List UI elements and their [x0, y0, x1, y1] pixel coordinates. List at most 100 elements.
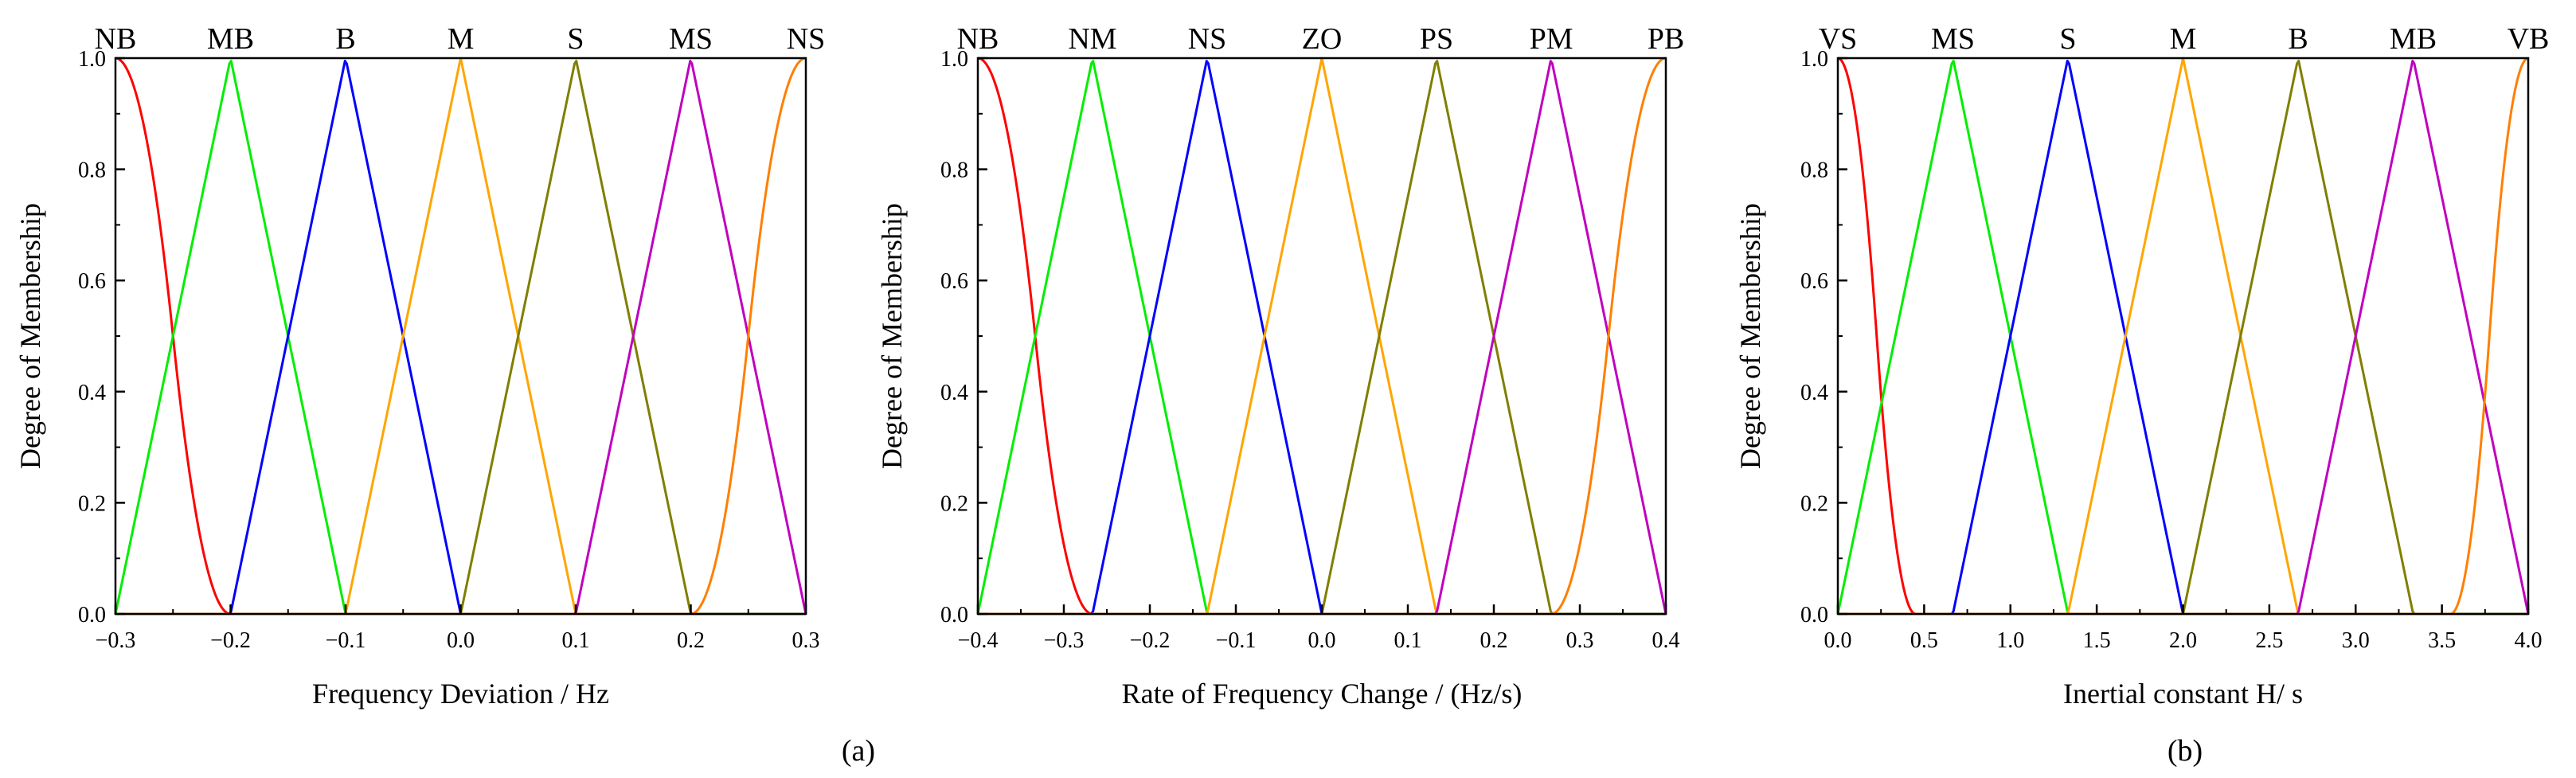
x-tick-label: 0.2 — [677, 628, 705, 653]
set-label-b: B — [2288, 22, 2308, 56]
x-tick-label: 0.0 — [447, 628, 475, 653]
set-label-nb: NB — [95, 22, 137, 56]
x-tick-label: 0.2 — [1480, 628, 1508, 653]
x-tick-label: −0.2 — [1130, 628, 1171, 653]
y-axis-title: Degree of Membership — [14, 203, 46, 469]
x-tick-label: 1.0 — [1996, 628, 2024, 653]
caption-a: (a) — [842, 734, 875, 768]
x-tick-label: 2.5 — [2255, 628, 2283, 653]
y-tick-label: 0.8 — [78, 158, 106, 183]
series-line-ms — [1836, 59, 2528, 616]
y-tick-label: 0.0 — [940, 603, 968, 627]
set-label-mb: MB — [207, 22, 254, 56]
set-label-nm: NM — [1068, 22, 1116, 56]
y-tick-label: 0.0 — [1800, 603, 1828, 627]
series-line-m — [1838, 57, 2528, 616]
series-line-ns — [115, 57, 807, 616]
x-tick-label: 0.5 — [1910, 628, 1938, 653]
series-line-pb — [978, 57, 1667, 616]
series-line-ns — [978, 60, 1666, 616]
x-tick-label: 0.4 — [1652, 628, 1680, 653]
series-line-s — [1838, 59, 2528, 616]
x-tick-label: 1.5 — [2083, 628, 2111, 653]
x-axis-title: Frequency Deviation / Hz — [312, 678, 609, 710]
x-tick-label: −0.2 — [210, 628, 251, 653]
series-line-nb — [977, 57, 1666, 616]
series-line-vs — [1837, 57, 2528, 616]
caption-b: (b) — [2168, 734, 2203, 768]
y-tick-label: 0.8 — [1800, 158, 1828, 183]
y-tick-label: 0.2 — [78, 491, 106, 516]
chart-inertial-constant: 0.0 0.5 1.0 1.5 2.0 2.5 3.0 3.5 4.0 0.0 0.2 0.4 0.6 0… — [1734, 22, 2549, 710]
set-label-nb: NB — [957, 22, 999, 56]
set-label-s: S — [567, 22, 584, 56]
chart-frequency-deviation: −0.3 −0.2 −0.1 0.0 0.1 0.2 0.3 0.0 0.2 0.4 0.6 0.8 1… — [14, 22, 825, 710]
set-label-pb: PB — [1648, 22, 1684, 56]
x-tick-label: 3.5 — [2428, 628, 2456, 653]
series-line-ps — [978, 60, 1666, 616]
set-label-ps: PS — [1420, 22, 1453, 56]
x-tick-label: −0.1 — [326, 628, 366, 653]
set-label-m: M — [448, 22, 475, 56]
set-label-vs: VS — [1819, 22, 1858, 56]
set-label-s: S — [2059, 22, 2076, 56]
set-label-ns: NS — [1188, 22, 1227, 56]
x-tick-label: −0.3 — [1044, 628, 1085, 653]
y-axis-title: Degree of Membership — [1734, 203, 1766, 469]
series-line-b — [1838, 59, 2528, 616]
y-tick-label: 1.0 — [78, 47, 106, 72]
y-tick-label: 0.6 — [1800, 269, 1828, 294]
x-axis-title: Rate of Frequency Change / (Hz/s) — [1122, 678, 1523, 710]
y-tick-label: 0.6 — [78, 269, 106, 294]
series-line-vb — [1838, 57, 2529, 616]
series-line-s — [115, 59, 806, 616]
plot-frame — [1836, 57, 2530, 616]
x-tick-label: 3.0 — [2342, 628, 2370, 653]
series-line-nm — [976, 60, 1666, 616]
x-tick-label: 2.0 — [2169, 628, 2197, 653]
y-tick-label: 0.4 — [1800, 381, 1828, 405]
x-tick-label: −0.1 — [1216, 628, 1257, 653]
y-tick-label: 1.0 — [940, 47, 968, 72]
series-line-m — [115, 57, 806, 616]
y-tick-label: 0.4 — [78, 381, 106, 405]
series-line-mb — [114, 59, 806, 616]
series-line-zo — [978, 57, 1666, 616]
plot-frame — [114, 57, 807, 616]
y-tick-label: 1.0 — [1800, 47, 1828, 72]
set-label-m: M — [2170, 22, 2197, 56]
y-tick-label: 0.8 — [940, 158, 968, 183]
set-label-ms: MS — [1931, 22, 1975, 56]
y-axis-title: Degree of Membership — [876, 203, 908, 469]
x-tick-label: 0.0 — [1308, 628, 1336, 653]
y-tick-label: 0.2 — [940, 491, 968, 516]
set-label-pm: PM — [1530, 22, 1573, 56]
series-line-nb — [115, 57, 806, 616]
chart-rate-of-frequency-change: −0.4 −0.3 −0.2 −0.1 0.0 0.1 0.2 0.3 0.4 0.0 0.2 0.4… — [876, 22, 1684, 710]
x-tick-label: −0.3 — [96, 628, 136, 653]
y-tick-label: 0.0 — [78, 603, 106, 627]
plot-frame — [976, 57, 1667, 616]
set-label-ns: NS — [787, 22, 826, 56]
set-label-vb: VB — [2508, 22, 2550, 56]
set-label-zo: ZO — [1302, 22, 1343, 56]
series-line-pm — [978, 60, 1667, 616]
y-tick-label: 0.4 — [940, 381, 968, 405]
y-tick-label: 0.2 — [1800, 491, 1828, 516]
x-tick-label: 4.0 — [2515, 628, 2543, 653]
x-axis-title: Inertial constant H/ s — [2063, 678, 2303, 710]
x-tick-label: 0.3 — [792, 628, 820, 653]
x-tick-label: 0.1 — [562, 628, 590, 653]
x-tick-label: 0.3 — [1566, 628, 1594, 653]
set-label-mb: MB — [2390, 22, 2437, 56]
y-tick-label: 0.6 — [940, 269, 968, 294]
x-tick-label: 0.1 — [1394, 628, 1422, 653]
series-line-mb — [1838, 59, 2530, 616]
series-line-b — [115, 59, 806, 616]
set-label-b: B — [335, 22, 355, 56]
x-tick-label: −0.4 — [958, 628, 999, 653]
x-tick-label: 0.0 — [1824, 628, 1852, 653]
set-label-ms: MS — [669, 22, 713, 56]
series-line-ms — [115, 59, 807, 616]
